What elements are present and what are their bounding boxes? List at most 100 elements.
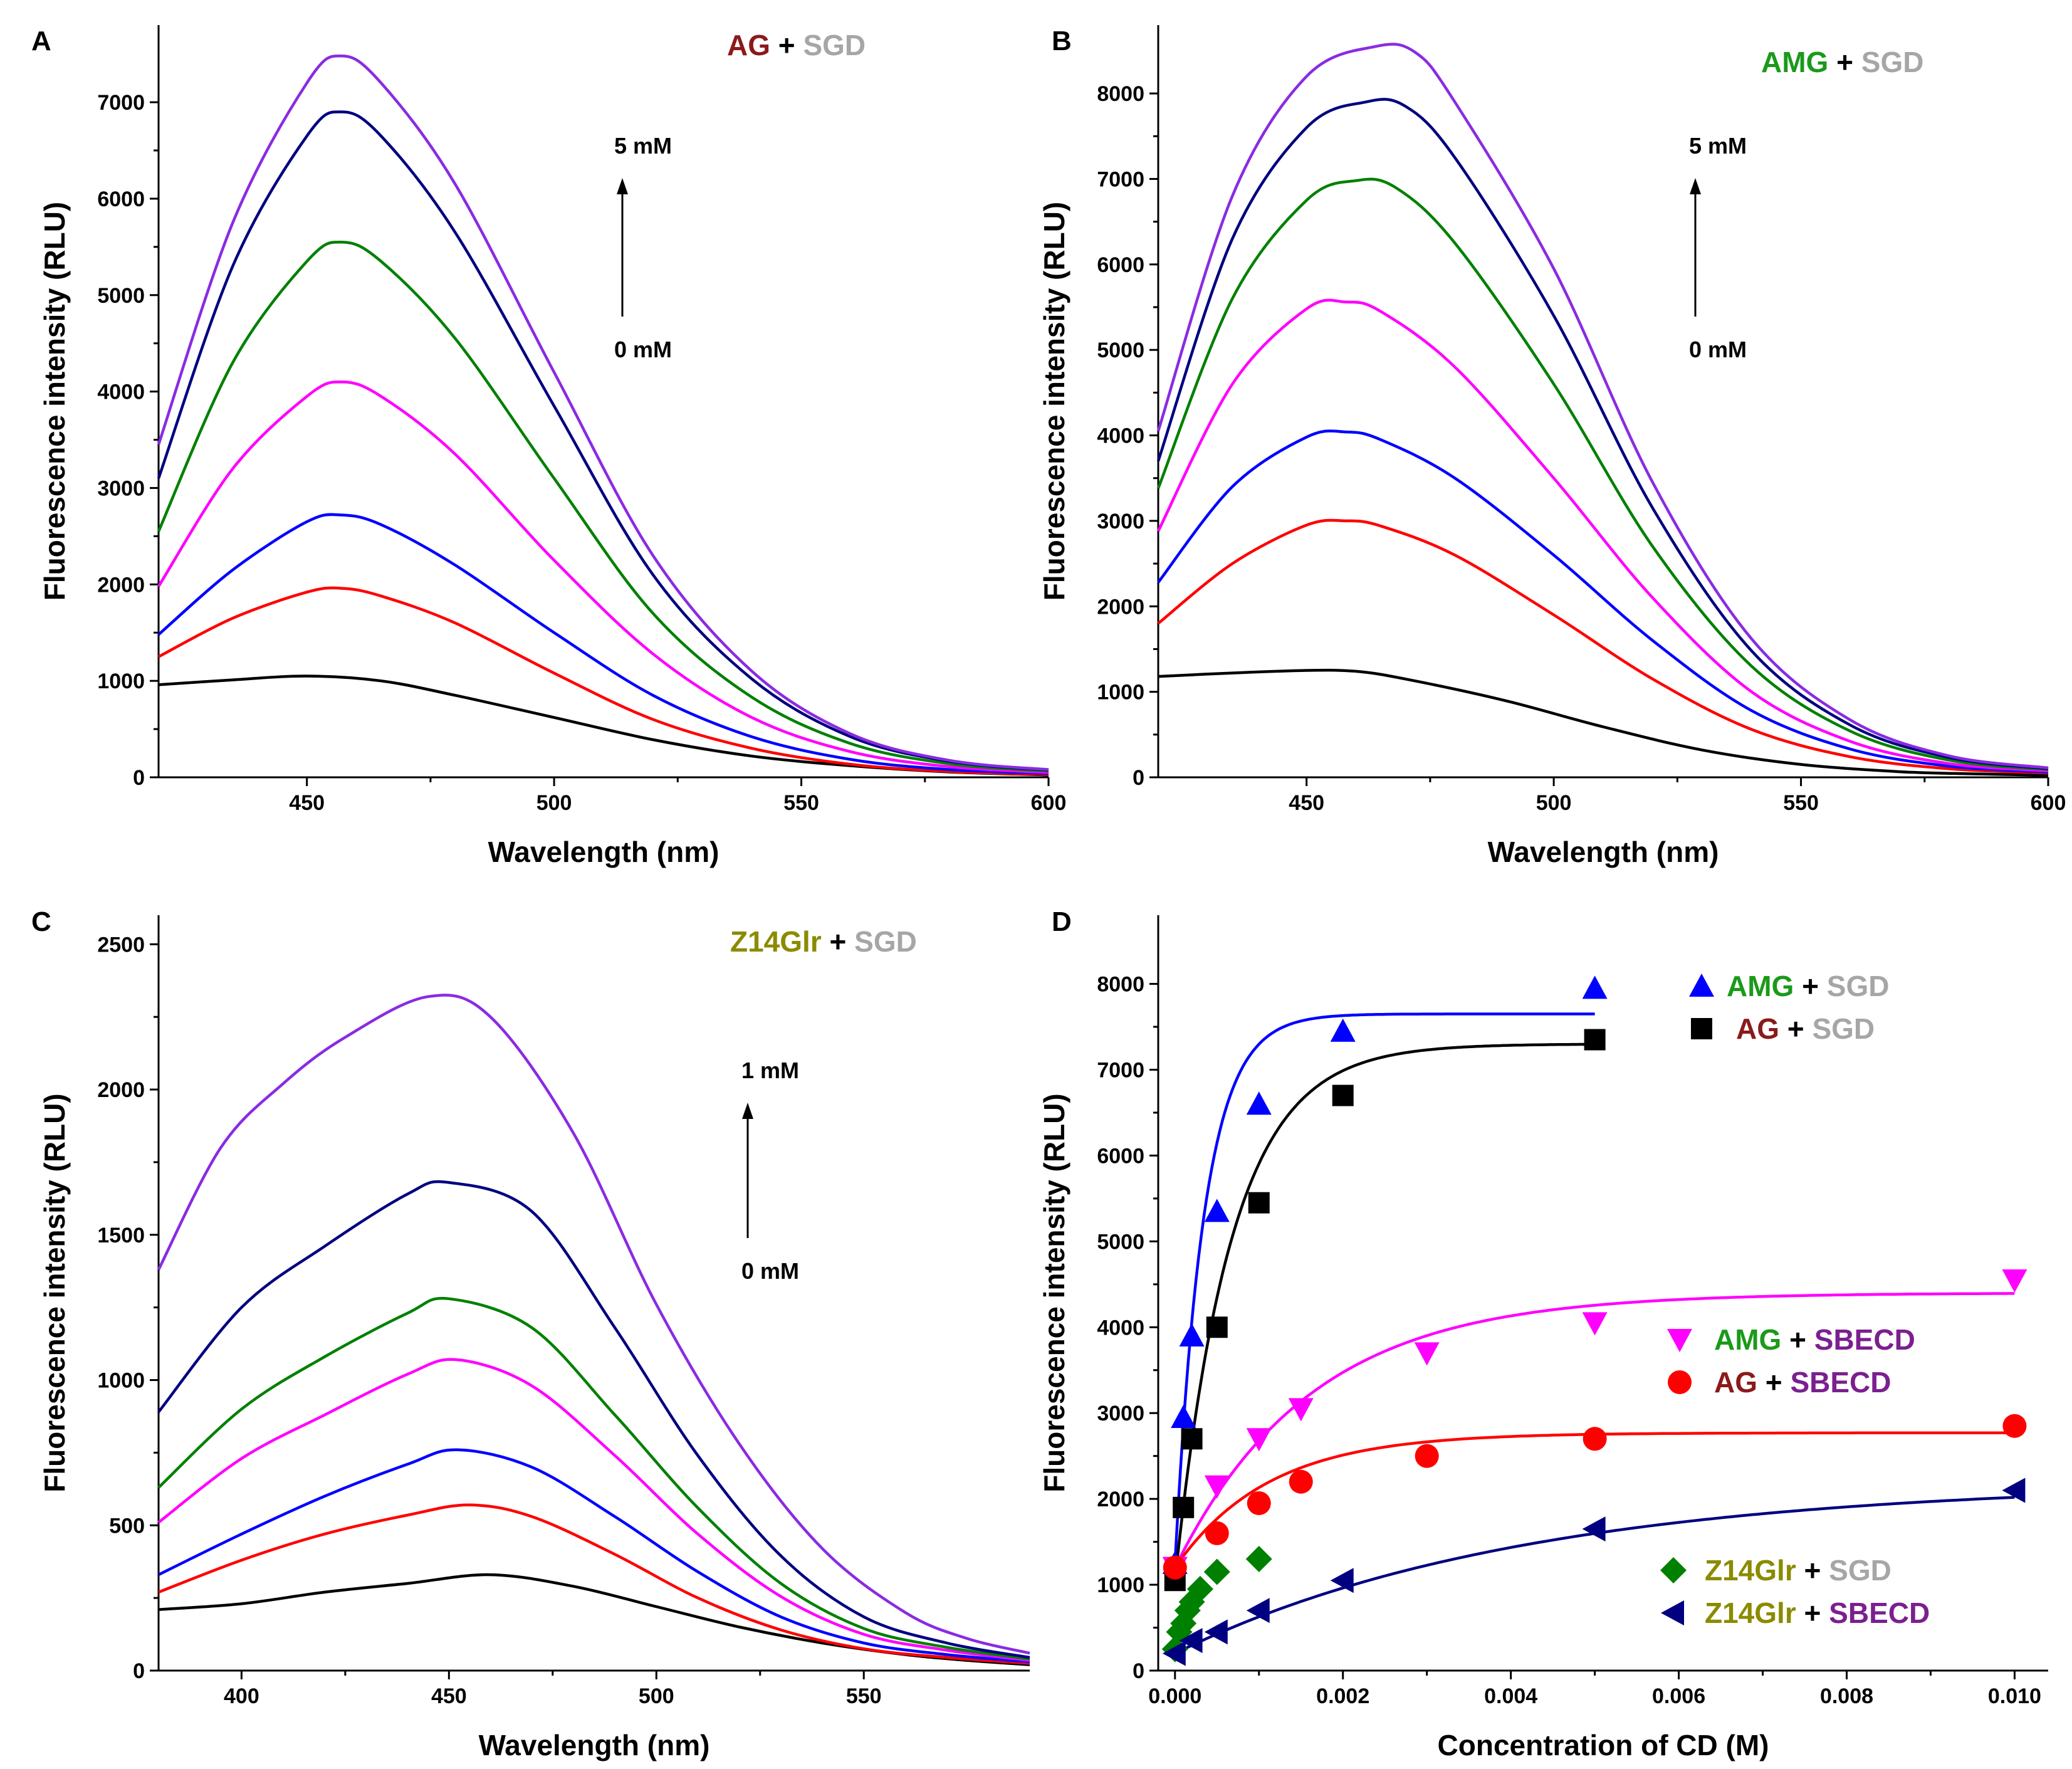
panel-b-series-line-1 xyxy=(1157,518,2049,775)
panel-d-legend-label-3: AG + SBECD xyxy=(1714,1366,1891,1399)
panel-d-point-s3 xyxy=(1289,1469,1313,1494)
panel-c-title-part-2: SGD xyxy=(854,925,917,958)
panel-d-point-s2 xyxy=(1246,1428,1272,1452)
panel-d-legend-label-2-part-1: + xyxy=(1781,1323,1814,1356)
panel-c-y-tick-label: 500 xyxy=(109,1514,145,1538)
panel-d-legend-label-2-part-2: SBECD xyxy=(1814,1323,1915,1356)
panel-b-y-tick-label: 1000 xyxy=(1097,681,1144,705)
panel-a-title-part-2: SGD xyxy=(803,29,866,61)
panel-d-y-tick-label: 8000 xyxy=(1097,973,1144,997)
panel-d-y-tick-label: 6000 xyxy=(1097,1144,1144,1168)
panel-a-arrow-head xyxy=(617,178,628,194)
panel-c-y-tick-label: 1500 xyxy=(97,1224,145,1247)
panel-a-y-tick-label: 4000 xyxy=(97,381,145,404)
panel-a-y-tick-label: 7000 xyxy=(97,91,145,115)
panel-b-y-axis-label: Fluorescence intensity (RLU) xyxy=(1038,202,1070,601)
panel-a-y-tick-label: 0 xyxy=(133,766,145,790)
panel-d-legend-label-0-part-2: SGD xyxy=(1827,970,1890,1002)
panel-d-legend-marker-0 xyxy=(1689,974,1714,997)
panel-c-series-line-1 xyxy=(158,1503,1030,1665)
panel-d-point-s5 xyxy=(1179,1628,1203,1654)
panel-d-x-axis-label: Concentration of CD (M) xyxy=(1438,1729,1769,1761)
panel-d-legend-label-5-part-1: + xyxy=(1796,1597,1829,1629)
panel-a-series-line-4 xyxy=(157,240,1049,773)
panel-d-point-s3 xyxy=(1583,1427,1607,1451)
panel-b-letter: B xyxy=(1052,26,1072,56)
panel-a-series-line-6 xyxy=(157,54,1049,771)
panel-d-y-tick-label: 4000 xyxy=(1097,1316,1144,1340)
panel-c-arrow-head xyxy=(742,1103,753,1119)
panel-d-fit-curve-0 xyxy=(1173,1012,1595,1563)
panel-b-annotation-top: 5 mM xyxy=(1689,133,1747,159)
panel-c-title-part-1: + xyxy=(822,925,854,958)
panel-d-legend-label-3-part-1: + xyxy=(1757,1366,1790,1399)
panel-a-y-tick-label: 2000 xyxy=(97,573,145,597)
panel-d-point-s5 xyxy=(2002,1478,2026,1503)
panel-d-fit-curve-1 xyxy=(1173,1042,1595,1581)
panel-c-y-axis-label: Fluorescence intensity (RLU) xyxy=(38,1093,71,1492)
panel-c-series-line-0 xyxy=(158,1573,1030,1666)
panel-b: 0 1000 2000 3000 4000 5000 6000 7000 8000 450 500 5… xyxy=(1038,25,2066,868)
panel-d-x-tick-label: 0.006 xyxy=(1652,1684,1705,1708)
panel-d-point-s1 xyxy=(1248,1192,1270,1214)
panel-d-point-s1 xyxy=(1584,1029,1606,1051)
panel-d-point-s2 xyxy=(1204,1475,1230,1499)
panel-d-point-s2 xyxy=(1288,1398,1314,1422)
panel-d-y-tick-label: 7000 xyxy=(1097,1058,1144,1082)
panel-a-annotation-bottom: 0 mM xyxy=(614,337,672,362)
panel-d-point-s3 xyxy=(1163,1555,1187,1580)
panel-b-series-line-6 xyxy=(1156,43,2049,770)
panel-d-point-s2 xyxy=(2002,1269,2028,1293)
panel-d-legend-label-4: Z14Glr + SGD xyxy=(1705,1554,1891,1587)
panel-b-y-tick-label: 0 xyxy=(1133,766,1144,790)
panel-c-series-line-6 xyxy=(157,994,1030,1655)
panel-b-y-tick-label: 2000 xyxy=(1097,595,1144,619)
panel-c-series-line-2 xyxy=(158,1448,1030,1664)
panel-d-x-tick-label: 0.010 xyxy=(1988,1684,2041,1708)
panel-a-x-tick-label: 550 xyxy=(783,791,819,815)
panel-d-point-s0 xyxy=(1179,1323,1205,1346)
panel-d-legend-label-0-part-0: AMG xyxy=(1727,970,1794,1002)
panel-d-y-axis-label: Fluorescence intensity (RLU) xyxy=(1038,1093,1070,1492)
panel-b-series-line-4 xyxy=(1156,177,2049,771)
panel-b-x-axis-label: Wavelength (nm) xyxy=(1488,836,1719,868)
panel-b-y-tick-label: 5000 xyxy=(1097,339,1144,362)
panel-c-annotation-top: 1 mM xyxy=(741,1058,799,1083)
panel-d-legend-label-1-part-2: SGD xyxy=(1812,1012,1875,1045)
panel-a-title-part-1: + xyxy=(770,29,803,61)
panel-d-legend-label-4-part-1: + xyxy=(1796,1554,1829,1587)
panel-d-legend-marker-2 xyxy=(1667,1329,1692,1352)
panel-d-x-tick-label: 0.004 xyxy=(1484,1684,1537,1708)
panel-d-legend-marker-1 xyxy=(1691,1018,1712,1039)
panel-d-y-tick-label: 3000 xyxy=(1097,1402,1144,1425)
panel-d-point-s5 xyxy=(1582,1516,1606,1542)
panel-a-series-line-3 xyxy=(157,380,1049,774)
panel-d-point-s1 xyxy=(1173,1496,1195,1518)
panel-d-point-s0 xyxy=(1204,1199,1230,1222)
panel-a-annotation-top: 5 mM xyxy=(614,133,672,159)
panel-d-y-tick-label: 1000 xyxy=(1097,1573,1144,1597)
panel-d-point-s5 xyxy=(1330,1568,1354,1593)
panel-a: 0 1000 2000 3000 4000 5000 6000 7000 450 500 550 60… xyxy=(31,25,1066,868)
panel-a-x-tick-label: 450 xyxy=(289,791,325,815)
panel-c-y-tick-label: 2000 xyxy=(97,1078,145,1102)
panel-b-y-tick-label: 6000 xyxy=(1097,253,1144,277)
panel-c-y-tick-label: 1000 xyxy=(97,1369,145,1393)
panel-d-x-tick-label: 0.002 xyxy=(1316,1684,1369,1708)
panel-b-title-part-0: AMG xyxy=(1761,46,1828,78)
panel-d-legend-label-1: AG + SGD xyxy=(1736,1012,1875,1045)
panel-d-point-s1 xyxy=(1181,1428,1203,1450)
panel-a-series-line-1 xyxy=(157,586,1049,776)
panel-b-x-tick-label: 600 xyxy=(2031,791,2066,815)
panel-c-y-tick-label: 0 xyxy=(133,1659,145,1683)
panel-d-legend-label-5: Z14Glr + SBECD xyxy=(1705,1597,1930,1629)
panel-d-legend-marker-3 xyxy=(1668,1370,1692,1394)
panel-a-y-tick-label: 5000 xyxy=(97,284,145,308)
panel-b-series-line-3 xyxy=(1156,298,2049,773)
panel-d-point-s3 xyxy=(1205,1521,1229,1545)
panel-b-series-line-0 xyxy=(1158,668,2049,777)
panel-d-letter: D xyxy=(1052,906,1072,937)
panel-d-y-tick-label: 2000 xyxy=(1097,1488,1144,1511)
panel-d-legend-label-5-part-0: Z14Glr xyxy=(1705,1597,1796,1629)
